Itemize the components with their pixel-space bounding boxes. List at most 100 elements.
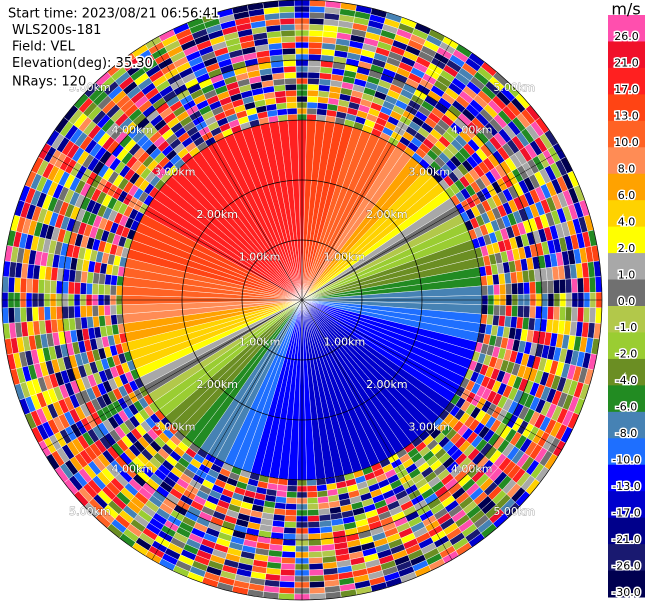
noise-gate bbox=[37, 306, 46, 321]
noise-gate bbox=[285, 503, 297, 511]
noise-gate bbox=[280, 23, 296, 32]
noise-gate bbox=[281, 556, 296, 565]
colorbar-label: -8.0 bbox=[616, 427, 637, 440]
noise-gate bbox=[283, 527, 297, 535]
colorbar-label: -2.0 bbox=[616, 348, 637, 361]
noise-gate bbox=[7, 276, 16, 293]
colorbar-cell bbox=[608, 332, 645, 360]
noise-gate bbox=[308, 562, 324, 571]
noise-gate bbox=[308, 539, 322, 547]
ring-label: 5.00km bbox=[493, 505, 535, 518]
colorbar-label: -30.0 bbox=[612, 586, 640, 599]
noise-gate bbox=[278, 5, 295, 14]
noise-gate bbox=[306, 491, 318, 499]
range-ring bbox=[181, 179, 423, 421]
ring-label: 4.00km bbox=[451, 123, 493, 136]
noise-gate bbox=[553, 306, 561, 321]
noise-gate bbox=[279, 574, 295, 583]
colorbar-label: -26.0 bbox=[612, 559, 640, 572]
colorbar-label: -21.0 bbox=[612, 533, 640, 546]
range-ring bbox=[61, 59, 543, 541]
noise-gate bbox=[306, 107, 318, 115]
colorbar-label: -4.0 bbox=[616, 374, 637, 387]
colorbar-cell bbox=[608, 147, 645, 175]
noise-gate bbox=[61, 280, 69, 295]
noise-gate bbox=[309, 574, 325, 583]
colorbar-cell bbox=[608, 464, 645, 492]
noise-gate bbox=[115, 285, 123, 296]
colorbar-label: 1.0 bbox=[618, 268, 636, 281]
noise-gate bbox=[91, 283, 99, 295]
colorbar-cell bbox=[608, 385, 645, 413]
noise-gate bbox=[541, 306, 549, 320]
noise-gate bbox=[547, 280, 555, 294]
noise-gate bbox=[309, 0, 326, 8]
noise-gate bbox=[588, 307, 597, 324]
colorbar-cell bbox=[608, 200, 645, 228]
ring-label: 5.00km bbox=[493, 81, 535, 94]
noise-gate bbox=[19, 277, 28, 293]
noise-gate bbox=[284, 83, 297, 91]
ring-label: 5.00km bbox=[69, 81, 111, 94]
header-line: Elevation(deg): 35.30 bbox=[12, 56, 153, 71]
ring-label: 3.00km bbox=[408, 420, 450, 433]
noise-gate bbox=[307, 65, 321, 73]
noise-gate bbox=[309, 592, 326, 601]
noise-gate bbox=[529, 305, 537, 319]
noise-gate bbox=[286, 107, 298, 115]
noise-gate bbox=[43, 279, 51, 294]
noise-gate bbox=[505, 305, 513, 317]
noise-gate bbox=[308, 551, 323, 559]
noise-gate bbox=[594, 307, 603, 324]
noise-gate bbox=[55, 280, 63, 294]
noise-gate bbox=[481, 285, 489, 296]
noise-gate bbox=[308, 545, 322, 553]
colorbar-cell bbox=[608, 411, 645, 439]
noise-gate bbox=[283, 521, 297, 529]
noise-gate bbox=[25, 306, 34, 322]
colorbar-label: 21.0 bbox=[614, 57, 639, 70]
ring-label: 4.00km bbox=[112, 123, 154, 136]
colorbar-cell bbox=[608, 517, 645, 545]
noise-gate bbox=[282, 47, 296, 55]
noise-gate bbox=[511, 282, 519, 295]
noise-gate bbox=[308, 53, 322, 61]
colorbar-cell bbox=[608, 306, 645, 333]
noise-gate bbox=[278, 592, 295, 601]
noise-gate bbox=[309, 17, 325, 26]
noise-gate bbox=[570, 306, 579, 322]
colorbar-cell bbox=[608, 279, 645, 307]
noise-gate bbox=[493, 284, 501, 296]
noise-gate bbox=[281, 41, 296, 49]
colorbar-label: -10.0 bbox=[612, 454, 640, 467]
noise-gate bbox=[535, 280, 543, 295]
colorbar-label: 17.0 bbox=[614, 83, 639, 96]
noise-gate bbox=[481, 304, 489, 315]
noise-gate bbox=[279, 17, 295, 26]
noise-gate bbox=[307, 521, 321, 529]
noise-gate bbox=[281, 35, 296, 44]
noise-gate bbox=[282, 539, 296, 547]
colorbar-cell bbox=[608, 253, 645, 281]
ring-label: 2.00km bbox=[366, 378, 408, 391]
noise-gate bbox=[307, 533, 322, 541]
noise-gate bbox=[308, 23, 324, 32]
range-rings: 1.00km 1.00km 1.00km 1.00km 2.00km 2.00km 2.00… bbox=[1, 0, 603, 601]
noise-gate bbox=[7, 307, 16, 324]
ring-label: 1.00km bbox=[239, 251, 281, 264]
noise-gate bbox=[588, 276, 597, 293]
noise-gate bbox=[576, 307, 585, 323]
noise-gate bbox=[282, 545, 296, 553]
noise-gate bbox=[285, 497, 298, 505]
ring-label: 2.00km bbox=[196, 208, 238, 221]
unit-label: m/s bbox=[611, 0, 640, 19]
noise-gate bbox=[282, 53, 296, 61]
noise-gate bbox=[284, 515, 297, 523]
noise-gate bbox=[308, 47, 322, 55]
noise-gate bbox=[307, 77, 320, 85]
noise-gate bbox=[286, 485, 298, 493]
noise-gate bbox=[115, 304, 123, 315]
noise-gate bbox=[308, 35, 323, 44]
noise-gate bbox=[279, 580, 295, 589]
